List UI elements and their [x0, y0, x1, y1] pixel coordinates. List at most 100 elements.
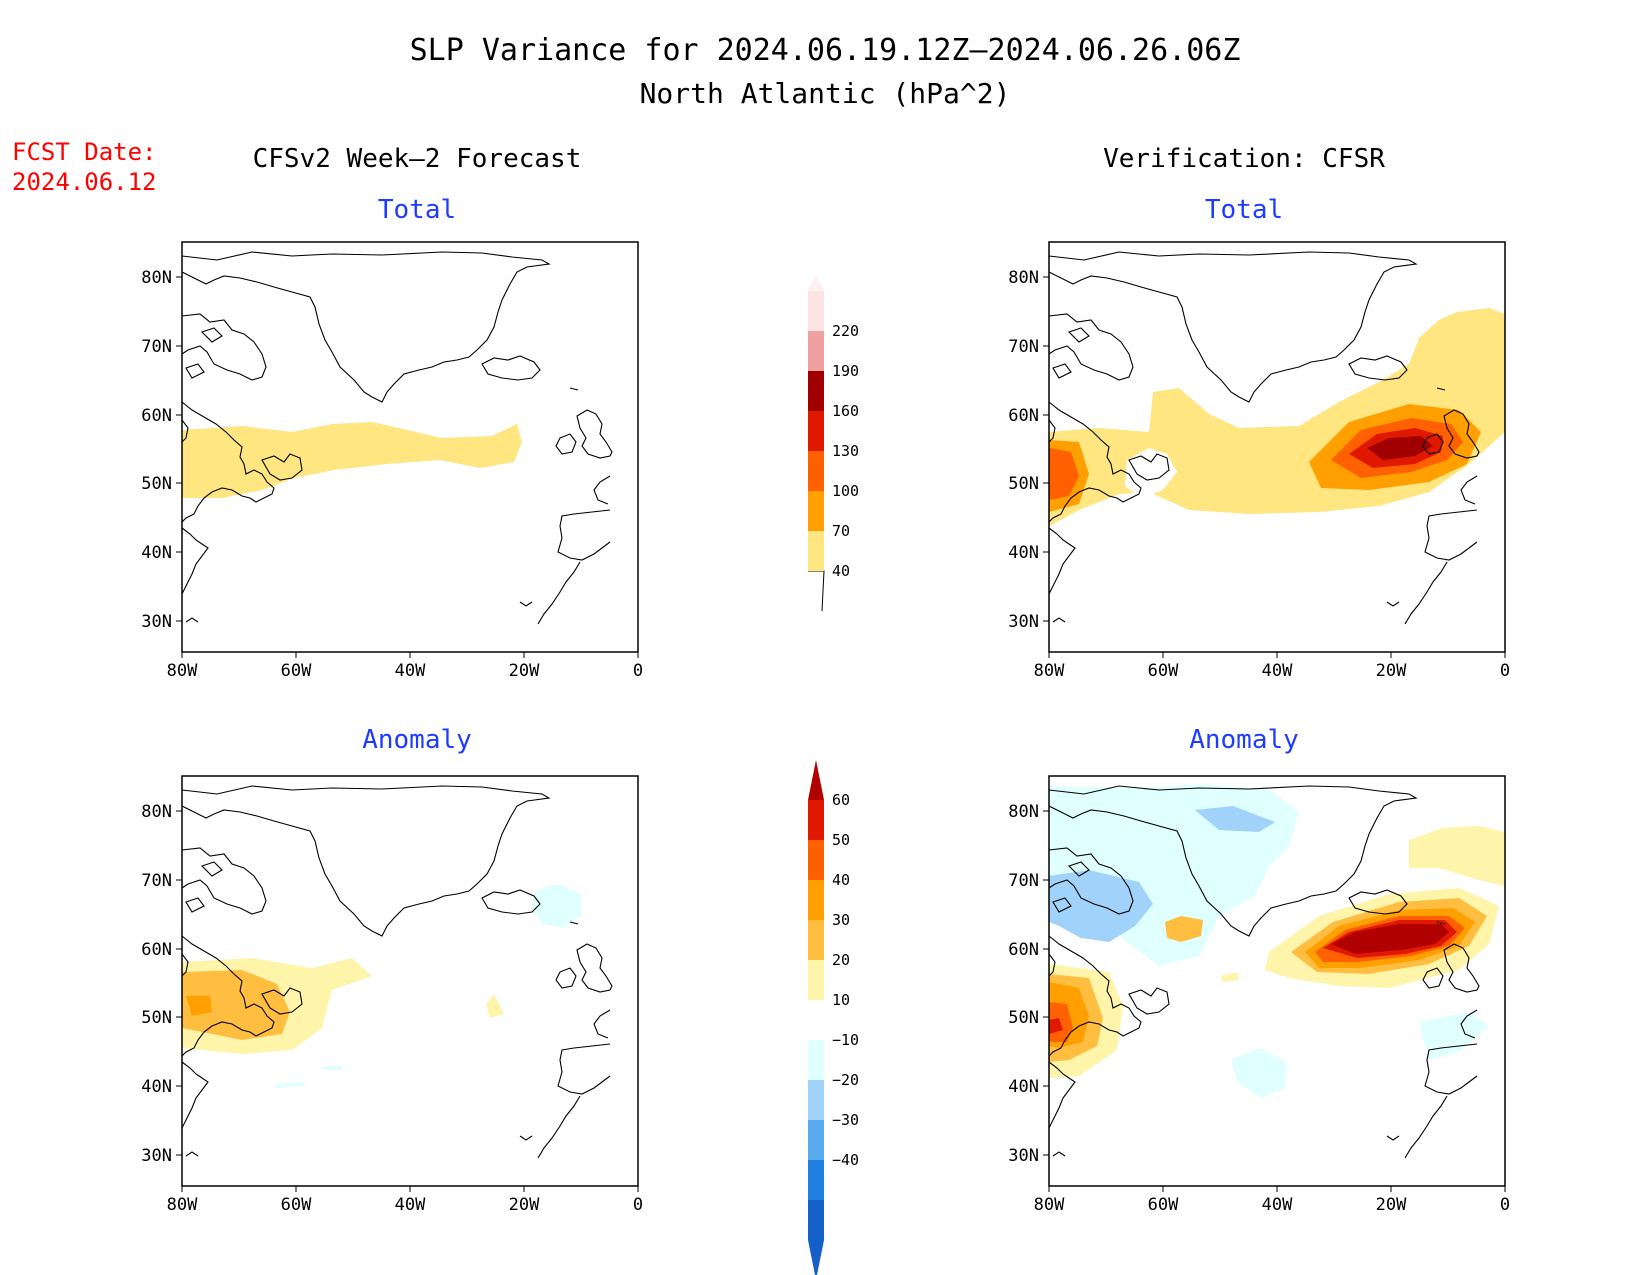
contour-fill-30: [186, 996, 212, 1016]
map-forecast-anomaly: [181, 775, 639, 1187]
contour-fill-10-spot: [1221, 972, 1239, 982]
colorbar-total-swatch: [808, 451, 824, 491]
panel-title-left-anomaly: Anomaly: [362, 725, 472, 755]
fcst-date-value: 2024.06.12: [12, 168, 157, 196]
colorbar-anomaly-lower-tip: [808, 1240, 824, 1275]
panel-title-right-anomaly: Anomaly: [1189, 725, 1299, 755]
colorbar-total-swatch: [808, 371, 824, 411]
lon-label: 60W: [1148, 661, 1179, 681]
colorbar-anomaly-label: 30: [832, 911, 850, 929]
colorbar-total-swatch: [808, 491, 824, 531]
colorbar-total: 40 70 100 130 160 190 220: [808, 275, 859, 612]
colorbar-anomaly-swatch: [808, 880, 824, 920]
lat-label: 70N: [141, 871, 172, 891]
colorbar-total-lower-tip: [808, 570, 825, 612]
colorbar-total-label: 190: [832, 362, 859, 380]
lon-label: 60W: [281, 1195, 312, 1215]
lat-label: 50N: [1008, 1008, 1039, 1028]
colorbar-anomaly-label: 20: [832, 951, 850, 969]
fcst-date-label: FCST Date:: [12, 138, 157, 166]
colorbar-anomaly-label: 40: [832, 871, 850, 889]
colorbar-anomaly-swatch: [808, 960, 824, 1000]
lat-label: 50N: [141, 1008, 172, 1028]
colorbar-anomaly-swatch: [808, 1160, 824, 1200]
colorbar-total-swatch: [808, 531, 824, 571]
main-subtitle: North Atlantic (hPa^2): [640, 77, 1011, 110]
contour-fill-40: [182, 422, 522, 498]
colorbar-anomaly-swatch: [808, 1200, 824, 1240]
lat-label: 60N: [1008, 406, 1039, 426]
colorbar-anomaly-swatch: [808, 800, 824, 840]
contour-fill-neg10: [532, 884, 582, 928]
lat-label: 40N: [141, 1077, 172, 1097]
colorbar-total-swatch: [808, 291, 824, 331]
lat-label: 40N: [1008, 543, 1039, 563]
contour-fill-20: [182, 970, 290, 1040]
right-column-title: Verification: CFSR: [1103, 144, 1385, 174]
lat-label: 30N: [141, 612, 172, 632]
lon-label: 80W: [1034, 1195, 1065, 1215]
lon-label: 40W: [1262, 1195, 1293, 1215]
lon-label: 40W: [1262, 661, 1293, 681]
lon-label: 40W: [395, 661, 426, 681]
lon-label: 60W: [1148, 1195, 1179, 1215]
colorbar-total-swatch: [808, 331, 824, 371]
colorbar-anomaly-label: −10: [832, 1031, 859, 1049]
lat-label: 80N: [1008, 268, 1039, 288]
map-verification-anomaly: [1048, 775, 1506, 1187]
colorbar-anomaly-label: 60: [832, 791, 850, 809]
lon-label: 80W: [167, 661, 198, 681]
colorbar-anomaly-swatch: [808, 840, 824, 880]
lat-label: 40N: [141, 543, 172, 563]
colorbar-anomaly-swatch: [808, 1040, 824, 1080]
colorbar-anomaly-swatch: [808, 1080, 824, 1120]
colorbar-anomaly-swatch: [808, 1000, 824, 1040]
lat-label: 40N: [1008, 1077, 1039, 1097]
panel-title-right-total: Total: [1205, 195, 1283, 225]
lon-label: 40W: [395, 1195, 426, 1215]
lon-label: 20W: [509, 661, 540, 681]
contour-fill-neg10-se: [1419, 1012, 1489, 1060]
contour-fill-10-spot: [486, 994, 504, 1018]
axis-labels: 80N 70N 60N 50N 40N 30N 80W 60W 40W 20W 0 80N 70N 60N…: [141, 268, 1510, 1215]
contour-fill-20: [1165, 916, 1203, 942]
lon-label: 0: [633, 661, 643, 681]
contour-fill-50: [1049, 1018, 1063, 1034]
left-column-title: CFSv2 Week–2 Forecast: [253, 144, 582, 174]
lon-label: 0: [1500, 661, 1510, 681]
colorbar-total-label: 100: [832, 482, 859, 500]
colorbar-total-label: 160: [832, 402, 859, 420]
colorbar-anomaly-label: 10: [832, 991, 850, 1009]
lon-label: 0: [633, 1195, 643, 1215]
lon-label: 20W: [1376, 661, 1407, 681]
lat-label: 30N: [141, 1146, 172, 1166]
colorbar-anomaly: 60 50 40 30 20 10 −10 −20 −30 −40: [808, 760, 859, 1275]
contour-fill-60: [1331, 924, 1449, 954]
colorbar-total-label: 70: [832, 522, 850, 540]
lon-label: 20W: [509, 1195, 540, 1215]
lat-label: 30N: [1008, 612, 1039, 632]
colorbar-anomaly-label: −20: [832, 1071, 859, 1089]
contour-fill-neg20-north: [1195, 806, 1275, 832]
lon-label: 20W: [1376, 1195, 1407, 1215]
lon-label: 80W: [167, 1195, 198, 1215]
colorbar-total-upper-tip: [808, 275, 824, 291]
lat-label: 60N: [141, 940, 172, 960]
lat-label: 50N: [1008, 474, 1039, 494]
lat-label: 70N: [1008, 337, 1039, 357]
contour-fill-160: [1367, 436, 1433, 460]
colorbar-anomaly-swatch: [808, 920, 824, 960]
map-verification-total: [1048, 241, 1506, 653]
lon-label: 60W: [281, 661, 312, 681]
colorbar-total-label: 220: [832, 322, 859, 340]
colorbar-total-swatch: [808, 411, 824, 451]
colorbar-anomaly-label: −30: [832, 1111, 859, 1129]
main-title: SLP Variance for 2024.06.19.12Z–2024.06.…: [410, 33, 1241, 68]
contour-fill-neg10-spot2: [324, 1066, 342, 1070]
panel-title-left-total: Total: [378, 195, 456, 225]
colorbar-total-label: 40: [832, 562, 850, 580]
contour-fill-100: [1049, 448, 1079, 500]
colorbar-anomaly-swatch: [808, 1120, 824, 1160]
lat-label: 60N: [141, 406, 172, 426]
